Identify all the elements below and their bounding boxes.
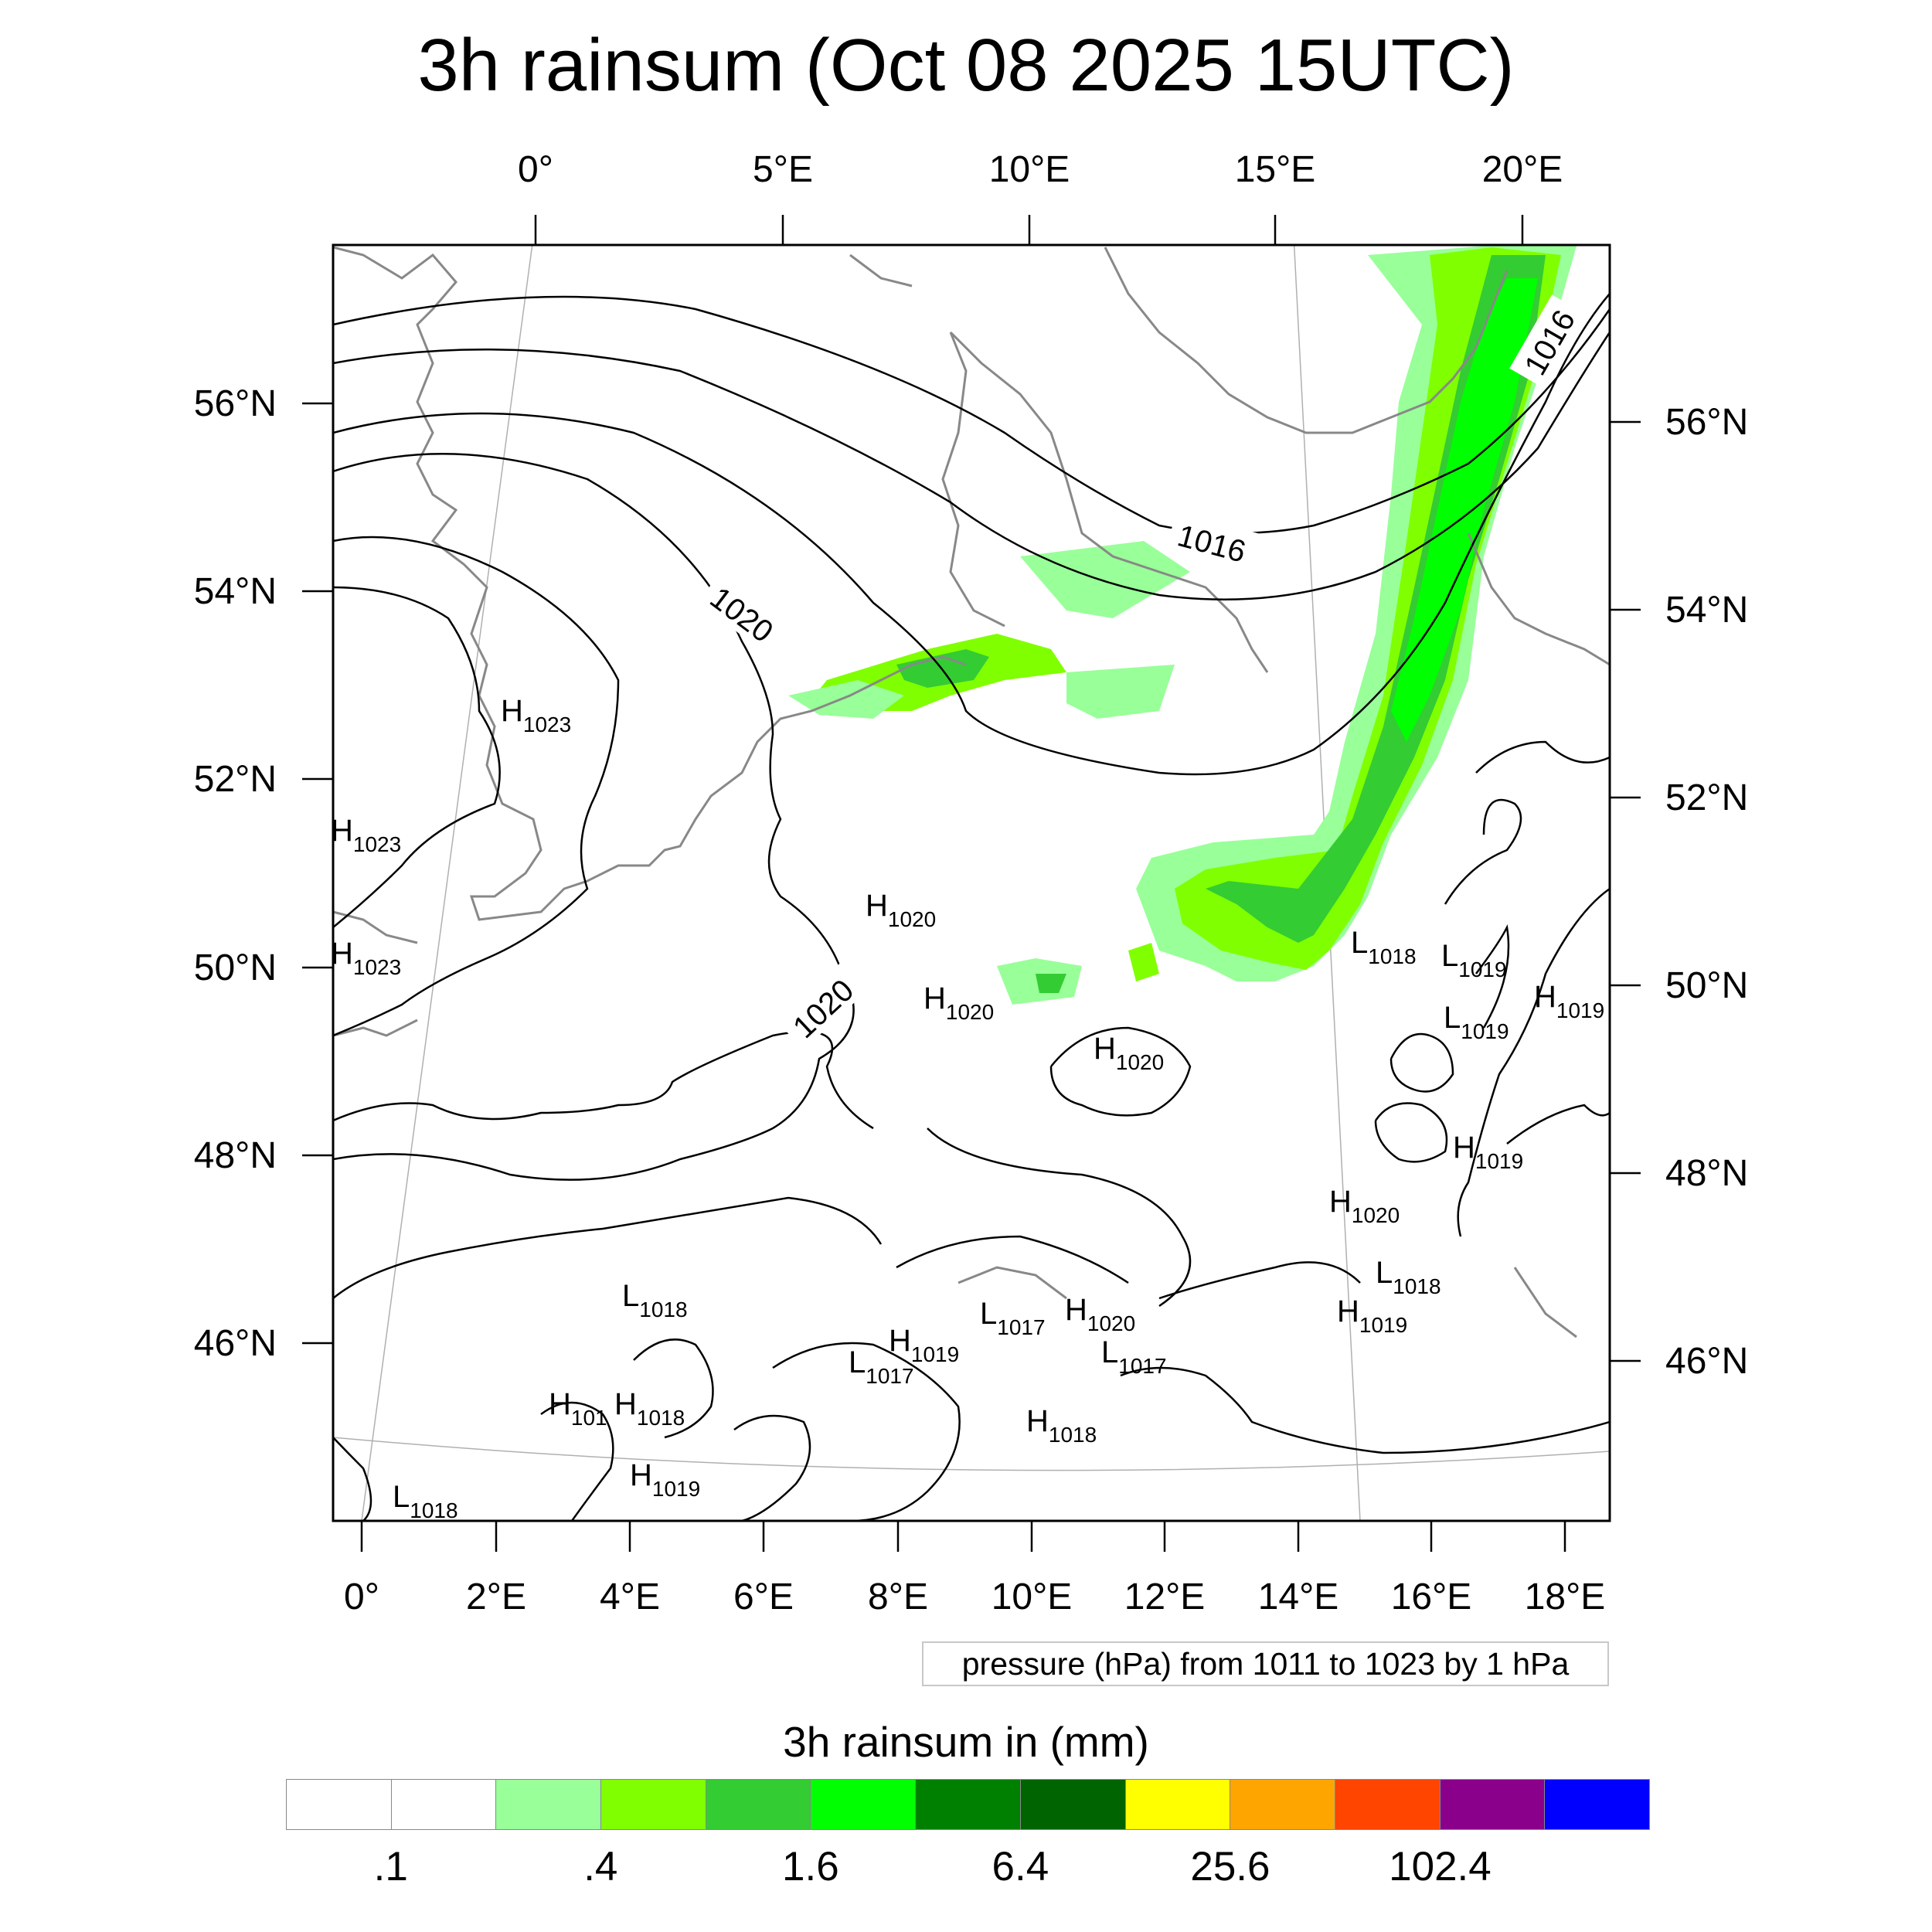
colorbar-label: 25.6 (1190, 1844, 1270, 1889)
bottom-lon-label: 10°E (992, 1577, 1073, 1617)
bottom-lon-label: 12°E (1124, 1577, 1206, 1617)
colorbar-cell (1440, 1780, 1546, 1829)
bottom-lon-label: 16°E (1391, 1577, 1472, 1617)
right-lat-label: 50°N (1665, 965, 1748, 1006)
top-lon-label: 10°E (989, 149, 1070, 190)
right-lat-label: 56°N (1665, 402, 1748, 443)
high-pressure-center: H1023 (331, 937, 401, 979)
colorbar-cell (287, 1780, 392, 1829)
colorbar-title: 3h rainsum in (mm) (783, 1718, 1149, 1766)
colorbar-cell (391, 1780, 497, 1829)
right-lat-label: 52°N (1665, 777, 1748, 818)
colorbar-label: 102.4 (1389, 1844, 1492, 1889)
coastlines (333, 246, 1610, 1338)
bottom-lon-label: 8°E (868, 1577, 928, 1617)
colorbar-cell (1125, 1780, 1231, 1829)
high-pressure-center: H1018 (614, 1387, 685, 1430)
left-lat-label: 56°N (194, 383, 277, 424)
high-pressure-center: H1020 (923, 981, 994, 1024)
high-pressure-center: H1020 (1329, 1185, 1400, 1227)
high-pressure-center: H1019 (1534, 980, 1604, 1022)
low-pressure-center: L1017 (1101, 1335, 1167, 1378)
colorbar-cell (496, 1780, 602, 1829)
right-lat-label: 46°N (1665, 1341, 1748, 1382)
bottom-lon-label: 18°E (1525, 1577, 1606, 1617)
top-lon-label: 0° (518, 149, 553, 190)
high-pressure-center: H1023 (501, 694, 571, 736)
low-pressure-center: L1018 (622, 1279, 688, 1321)
low-pressure-center: L1017 (849, 1345, 914, 1388)
colorbar-cell (1020, 1780, 1126, 1829)
colorbar (286, 1779, 1650, 1830)
low-pressure-center: L1018 (393, 1480, 458, 1522)
high-pressure-center: H1023 (331, 814, 401, 856)
colorbar-label: .1 (373, 1844, 408, 1889)
left-lat-label: 54°N (194, 571, 277, 612)
low-pressure-center: L1019 (1444, 1001, 1509, 1043)
left-lat-label: 48°N (194, 1135, 277, 1176)
right-latitude-labels: 56°N 54°N 52°N 50°N 48°N 46°N (1665, 402, 1748, 1382)
high-pressure-center: H1019 (1453, 1131, 1523, 1173)
precipitation-field (788, 246, 1577, 1005)
tick-marks (302, 215, 1641, 1552)
left-latitude-labels: 56°N 54°N 52°N 50°N 48°N 46°N (194, 383, 277, 1364)
low-pressure-center: L1017 (980, 1297, 1046, 1339)
bottom-lon-label: 6°E (733, 1577, 794, 1617)
pressure-centers: H1023 H1023 H1023 H1020 H1020 H1020 L1018 L1019… (331, 694, 1604, 1522)
map-content: 1020 1020 1016 1016 H1023H1023H1023H1020… (331, 245, 1610, 1522)
map-title: 3h rainsum (Oct 08 2025 15UTC) (417, 24, 1515, 107)
high-pressure-center: H1020 (866, 889, 936, 931)
low-pressure-center: L1018 (1351, 926, 1417, 968)
colorbar-label: 6.4 (992, 1844, 1049, 1889)
high-pressure-center: H1019 (889, 1324, 959, 1366)
colorbar-cell (811, 1780, 917, 1829)
bottom-longitude-labels: 0° 2°E 4°E 6°E 8°E 10°E 12°E 14°E 16°E 1… (344, 1577, 1605, 1617)
map-frame (332, 243, 1611, 1522)
high-pressure-center: H1019 (630, 1458, 700, 1501)
isobars (333, 293, 1610, 1521)
right-lat-label: 48°N (1665, 1153, 1748, 1194)
colorbar-label: 1.6 (782, 1844, 839, 1889)
top-lon-label: 15°E (1235, 149, 1316, 190)
colorbar-cell (1335, 1780, 1440, 1829)
top-lon-label: 5°E (753, 149, 813, 190)
high-pressure-center: H1020 (1065, 1293, 1135, 1335)
colorbar-cell (601, 1780, 706, 1829)
colorbar-cell (1230, 1780, 1335, 1829)
right-lat-label: 54°N (1665, 590, 1748, 631)
bottom-lon-label: 0° (344, 1577, 379, 1617)
colorbar-label: .4 (583, 1844, 618, 1889)
high-pressure-center: H1018 (1026, 1404, 1097, 1447)
colorbar-cell (916, 1780, 1021, 1829)
top-longitude-labels: 0° 5°E 10°E 15°E 20°E (518, 149, 1563, 190)
low-pressure-center: L1018 (1376, 1256, 1441, 1298)
bottom-lon-label: 4°E (600, 1577, 660, 1617)
left-lat-label: 46°N (194, 1323, 277, 1364)
bottom-lon-label: 2°E (466, 1577, 526, 1617)
low-pressure-center: L1019 (1441, 939, 1507, 981)
bottom-lon-label: 14°E (1258, 1577, 1339, 1617)
top-lon-label: 20°E (1482, 149, 1563, 190)
high-pressure-center: H1019 (1337, 1294, 1407, 1337)
high-pressure-center: H101 (549, 1387, 607, 1430)
colorbar-cell (1545, 1780, 1649, 1829)
left-lat-label: 52°N (194, 759, 277, 800)
left-lat-label: 50°N (194, 947, 277, 988)
contour-info-box: pressure (hPa) from 1011 to 1023 by 1 hP… (922, 1641, 1609, 1686)
high-pressure-center: H1020 (1094, 1032, 1164, 1074)
colorbar-cell (706, 1780, 811, 1829)
isobar-label: 1016 (1174, 519, 1249, 570)
